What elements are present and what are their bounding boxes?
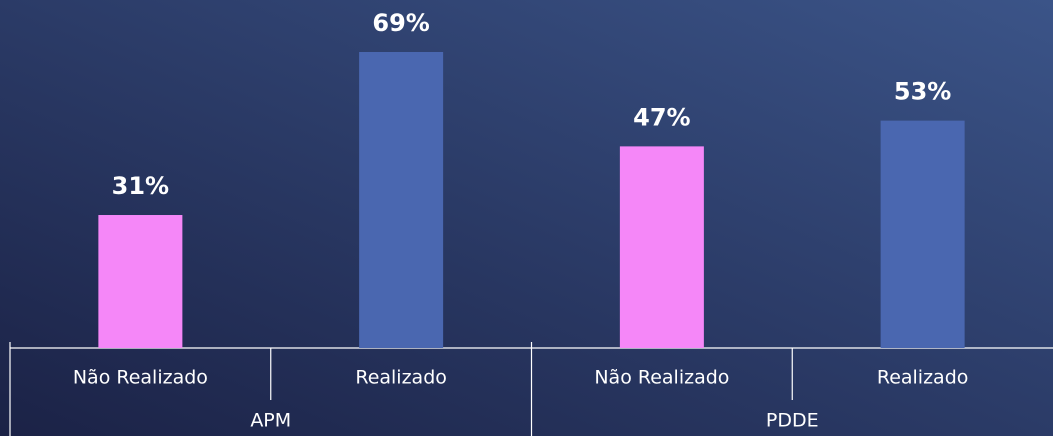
category-label: Não Realizado xyxy=(73,367,208,389)
value-label: 53% xyxy=(894,78,951,106)
group-label: PDDE xyxy=(766,410,819,432)
value-label: 69% xyxy=(372,9,429,37)
value-label: 47% xyxy=(633,103,690,131)
category-label: Não Realizado xyxy=(594,367,729,389)
bar xyxy=(359,52,444,348)
value-label: 31% xyxy=(112,172,169,200)
category-label: Realizado xyxy=(355,367,447,389)
bar xyxy=(880,120,965,348)
bar xyxy=(98,215,183,348)
bar xyxy=(619,146,704,348)
group-label: APM xyxy=(250,410,291,432)
category-label: Realizado xyxy=(877,367,969,389)
